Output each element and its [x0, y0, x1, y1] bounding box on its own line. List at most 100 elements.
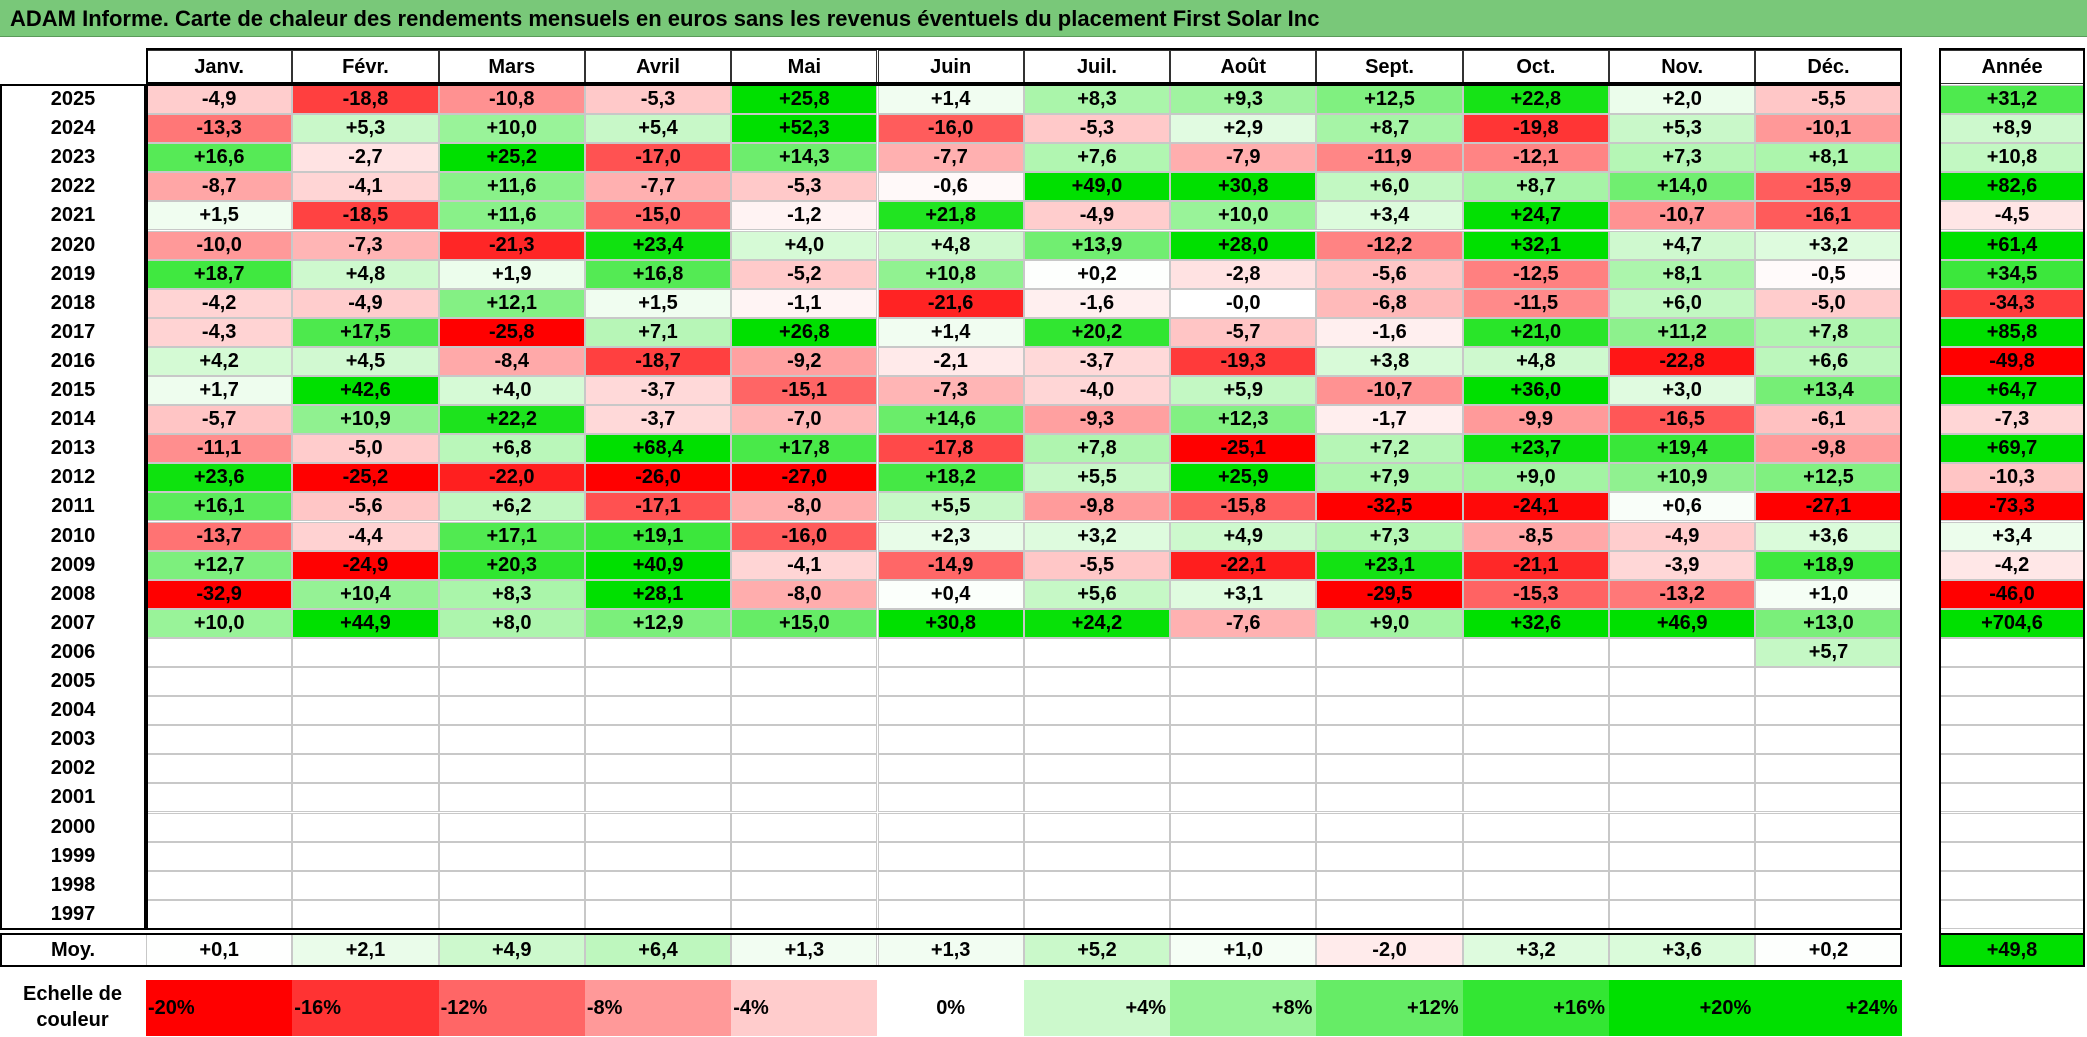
year-label: 2022 [50, 175, 96, 198]
month-value-cell: -18,5 [292, 201, 439, 231]
color-scale-label: Echelle de couleur [0, 978, 145, 1036]
month-value-cell: -10,1 [1755, 114, 1902, 144]
year-label: 2023 [50, 146, 96, 169]
month-value-cell: -26,0 [584, 463, 732, 493]
color-scale-step: +20% [1609, 980, 1756, 1036]
month-value-cell [1170, 870, 1317, 900]
annual-value-cell: +64,7 [1939, 376, 2085, 406]
average-value-cell: +3,6 [1609, 933, 1756, 967]
month-value-cell: -13,2 [1609, 579, 1756, 609]
average-value-cell: +2,1 [292, 933, 439, 967]
month-value-cell: -5,2 [731, 259, 878, 289]
year-label: 2004 [50, 699, 96, 722]
month-value-cell: +25,2 [438, 143, 585, 173]
month-value-cell: -25,2 [292, 463, 439, 493]
month-value-cell [438, 667, 585, 697]
month-value-cell [731, 637, 878, 667]
month-header: Mars [438, 50, 585, 84]
month-value-cell: +1,9 [438, 259, 585, 289]
month-value-cell: -2,1 [877, 346, 1024, 376]
year-label: 2018 [50, 291, 96, 314]
annual-value-cell: +85,8 [1939, 317, 2085, 347]
month-value-cell: +5,9 [1170, 376, 1317, 406]
month-value-cell [1023, 812, 1171, 842]
month-value-cell: +10,8 [877, 259, 1024, 289]
month-value-cell [1462, 870, 1609, 900]
month-value-cell [731, 783, 878, 813]
month-header: Janv. [146, 50, 293, 84]
month-value-cell [292, 754, 439, 784]
month-header: Déc. [1755, 50, 1902, 84]
month-value-cell: +20,3 [438, 550, 585, 580]
month-value-cell [146, 725, 293, 755]
month-value-cell [584, 841, 732, 871]
month-value-cell [1023, 637, 1171, 667]
month-value-cell: +4,7 [1609, 230, 1756, 260]
month-value-cell [1609, 841, 1756, 871]
month-value-cell: -5,7 [146, 405, 293, 435]
month-value-cell [438, 725, 585, 755]
color-scale-step: -20% [146, 980, 293, 1036]
month-value-cell [438, 783, 585, 813]
month-value-cell [1170, 696, 1317, 726]
month-value-cell [292, 812, 439, 842]
month-value-cell: +17,5 [292, 317, 439, 347]
annual-value-cell [1939, 696, 2085, 726]
month-value-cell: -4,3 [146, 317, 293, 347]
month-value-cell: +10,9 [1609, 463, 1756, 493]
month-value-cell: -5,5 [1755, 85, 1902, 115]
month-value-cell [292, 870, 439, 900]
month-value-cell [1023, 899, 1171, 929]
month-value-cell [1170, 783, 1317, 813]
month-value-cell: +1,5 [584, 288, 732, 318]
month-value-cell [1170, 667, 1317, 697]
month-value-cell: +7,9 [1316, 463, 1463, 493]
month-value-cell [731, 725, 878, 755]
month-value-cell [1462, 667, 1609, 697]
month-value-cell [438, 841, 585, 871]
month-value-cell [584, 637, 732, 667]
color-scale-step: -8% [584, 980, 732, 1036]
report-title: ADAM Informe. Carte de chaleur des rende… [10, 6, 1320, 31]
month-value-cell [584, 725, 732, 755]
month-value-cell [1316, 725, 1463, 755]
annual-value-cell [1939, 637, 2085, 667]
month-value-cell [731, 899, 878, 929]
annual-value-cell: -49,8 [1939, 346, 2085, 376]
month-value-cell: -13,7 [146, 521, 293, 551]
month-value-cell: -1,7 [1316, 405, 1463, 435]
month-value-cell: +18,2 [877, 463, 1024, 493]
month-value-cell [1462, 637, 1609, 667]
month-value-cell [1023, 667, 1171, 697]
month-value-cell: +3,8 [1316, 346, 1463, 376]
month-value-cell: +28,0 [1170, 230, 1317, 260]
month-value-cell [292, 783, 439, 813]
month-value-cell [1755, 754, 1902, 784]
month-value-cell: -3,7 [584, 376, 732, 406]
month-value-cell [1755, 870, 1902, 900]
color-scale-label-line1: Echelle de [23, 983, 122, 1005]
average-value-cell: +4,9 [438, 933, 585, 967]
month-value-cell: +2,9 [1170, 114, 1317, 144]
month-value-cell [1462, 812, 1609, 842]
month-value-cell: +13,9 [1023, 230, 1171, 260]
month-value-cell [438, 696, 585, 726]
annual-value-cell: -4,5 [1939, 201, 2085, 231]
month-value-cell: -8,0 [731, 492, 878, 522]
month-value-cell: +7,1 [584, 317, 732, 347]
month-value-cell: -1,2 [731, 201, 878, 231]
month-value-cell [1170, 754, 1317, 784]
month-value-cell: +44,9 [292, 608, 439, 638]
month-value-cell [292, 841, 439, 871]
month-value-cell [1755, 899, 1902, 929]
month-value-cell: +19,4 [1609, 434, 1756, 464]
month-value-cell [877, 754, 1024, 784]
month-value-cell: -15,9 [1755, 172, 1902, 202]
month-value-cell: -19,8 [1462, 114, 1609, 144]
month-value-cell: -11,5 [1462, 288, 1609, 318]
month-value-cell: +17,8 [731, 434, 878, 464]
month-value-cell: +23,1 [1316, 550, 1463, 580]
month-value-cell: -9,8 [1755, 434, 1902, 464]
month-value-cell [1755, 667, 1902, 697]
average-value-cell: +0,1 [146, 933, 293, 967]
